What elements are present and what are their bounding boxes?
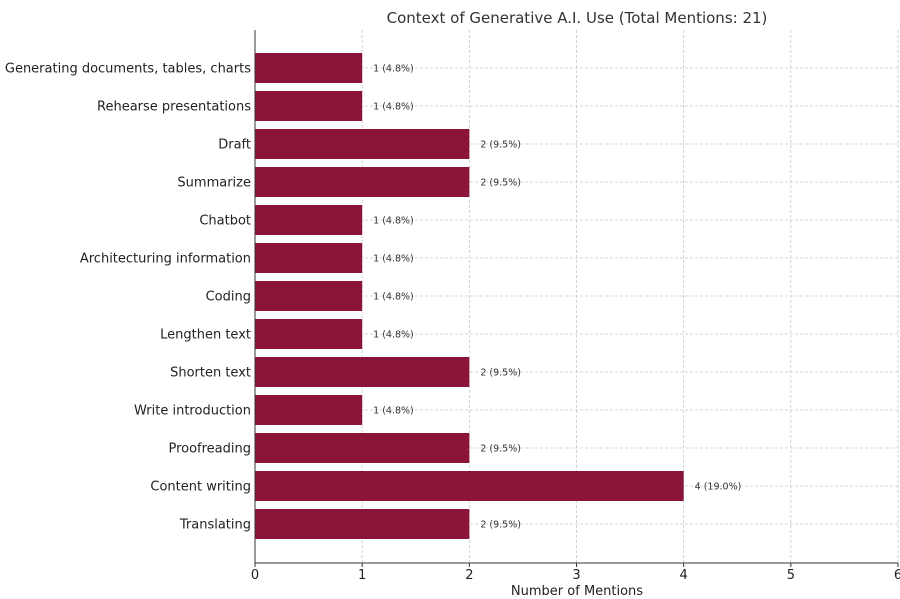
bar-summarize [255,167,470,197]
bar-draft [255,129,470,159]
data-label: 1 (4.8%) [373,102,414,113]
category-label: Shorten text [170,366,251,381]
data-labels: 1 (4.8%) 1 (4.8%) 2 (9.5%) 2 (9.5%) 1 (4.8%)… [373,64,741,531]
bar-architecturing-information [255,243,363,273]
chart-title: Context of Generative A.I. Use (Total Me… [387,9,768,27]
category-label: Architecturing information [80,252,251,267]
category-label: Translating [179,518,251,533]
x-tick-label: 2 [465,568,473,583]
category-label: Write introduction [134,404,251,419]
data-label: 2 (9.5%) [480,178,521,189]
x-axis-label: Number of Mentions [511,584,643,599]
x-tick-label: 1 [358,568,366,583]
data-label: 1 (4.8%) [373,292,414,303]
x-tick-label: 4 [680,568,688,583]
category-label: Generating documents, tables, charts [5,62,251,77]
category-label: Rehearse presentations [97,100,251,115]
data-label: 2 (9.5%) [480,520,521,531]
bar-write-introduction [255,395,363,425]
bar-content-writing [255,471,684,501]
category-label: Content writing [150,480,251,495]
bar-generating-documents-tables-charts [255,53,363,83]
data-label: 2 (9.5%) [480,368,521,379]
bar-proofreading [255,433,470,463]
data-label: 4 (19.0%) [695,482,742,493]
data-label: 1 (4.8%) [373,330,414,341]
category-label: Chatbot [199,214,251,229]
x-tick-label: 5 [787,568,795,583]
bar-shorten-text [255,357,470,387]
x-tick-label: 3 [572,568,580,583]
data-label: 2 (9.5%) [480,444,521,455]
bar-rehearse-presentations [255,91,363,121]
data-label: 1 (4.8%) [373,406,414,417]
category-label: Draft [218,138,251,153]
category-labels: Generating documents, tables, charts Rehe… [5,62,251,533]
bar-translating [255,509,470,539]
x-tick-label: 6 [894,568,900,583]
data-label: 2 (9.5%) [480,140,521,151]
category-label: Lengthen text [160,328,251,343]
bar-coding [255,281,363,311]
category-label: Summarize [177,176,251,191]
x-tick-label: 0 [251,568,259,583]
bar-chatbot [255,205,363,235]
data-label: 1 (4.8%) [373,64,414,75]
bar-lengthen-text [255,319,363,349]
category-label: Coding [206,290,251,305]
bars [255,53,684,539]
data-label: 1 (4.8%) [373,254,414,265]
data-label: 1 (4.8%) [373,216,414,227]
x-ticks: 0 1 2 3 4 5 6 [251,563,900,583]
category-label: Proofreading [168,442,251,457]
